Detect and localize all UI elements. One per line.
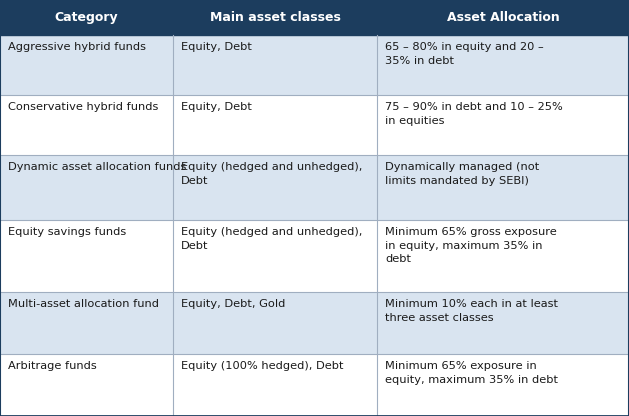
Bar (173, 155, 377, 220)
Bar (377, 35, 629, 95)
Text: Asset Allocation: Asset Allocation (447, 11, 560, 24)
Text: Conservative hybrid funds: Conservative hybrid funds (8, 102, 158, 112)
Text: Equity (hedged and unhedged),
Debt: Equity (hedged and unhedged), Debt (181, 163, 362, 186)
Bar (377, 155, 629, 220)
Text: Minimum 10% each in at least
three asset classes: Minimum 10% each in at least three asset… (385, 300, 558, 323)
Text: Equity (100% hedged), Debt: Equity (100% hedged), Debt (181, 362, 343, 371)
Text: Equity savings funds: Equity savings funds (8, 228, 126, 238)
Text: Equity (hedged and unhedged),
Debt: Equity (hedged and unhedged), Debt (181, 228, 362, 251)
Text: Equity, Debt: Equity, Debt (181, 42, 252, 52)
Bar (0, 220, 173, 292)
Text: Equity, Debt, Gold: Equity, Debt, Gold (181, 300, 285, 310)
Text: Dynamic asset allocation funds: Dynamic asset allocation funds (8, 163, 186, 173)
Text: Minimum 65% gross exposure
in equity, maximum 35% in
debt: Minimum 65% gross exposure in equity, ma… (385, 228, 557, 264)
Bar (0, 95, 173, 155)
Bar (0, 155, 173, 220)
Text: Equity, Debt: Equity, Debt (181, 102, 252, 112)
Text: Aggressive hybrid funds: Aggressive hybrid funds (8, 42, 145, 52)
Bar (173, 220, 377, 292)
Bar (377, 0, 629, 35)
Bar (377, 354, 629, 416)
Bar (173, 95, 377, 155)
Text: Minimum 65% exposure in
equity, maximum 35% in debt: Minimum 65% exposure in equity, maximum … (385, 362, 558, 385)
Bar (0, 292, 173, 354)
Text: Main asset classes: Main asset classes (209, 11, 341, 24)
Text: Multi-asset allocation fund: Multi-asset allocation fund (8, 300, 159, 310)
Text: Category: Category (55, 11, 118, 24)
Text: Arbitrage funds: Arbitrage funds (8, 362, 96, 371)
Text: 75 – 90% in debt and 10 – 25%
in equities: 75 – 90% in debt and 10 – 25% in equitie… (385, 102, 563, 126)
Bar (173, 35, 377, 95)
Bar (377, 220, 629, 292)
Text: Dynamically managed (not
limits mandated by SEBI): Dynamically managed (not limits mandated… (385, 163, 539, 186)
Bar (377, 292, 629, 354)
Text: 65 – 80% in equity and 20 –
35% in debt: 65 – 80% in equity and 20 – 35% in debt (385, 42, 543, 66)
Bar (173, 354, 377, 416)
Bar (377, 95, 629, 155)
Bar (173, 0, 377, 35)
Bar (0, 0, 173, 35)
Bar (173, 292, 377, 354)
Bar (0, 354, 173, 416)
Bar (0, 35, 173, 95)
